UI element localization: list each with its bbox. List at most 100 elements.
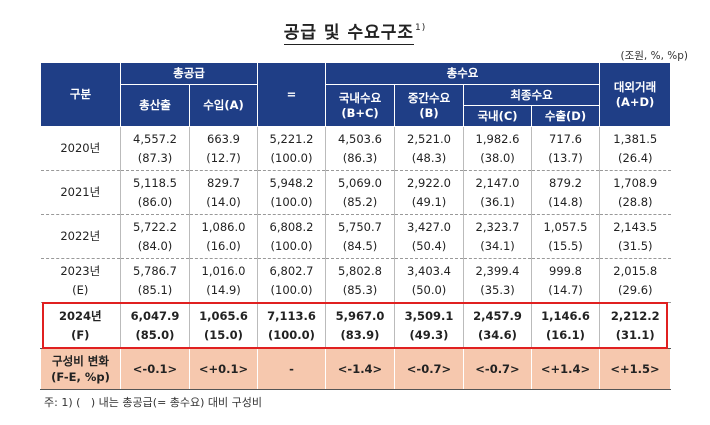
cell-share: (48.3) xyxy=(411,150,447,165)
table-cell: 4,557.2 (87.3) xyxy=(120,126,190,171)
cell-share: (15.0) xyxy=(204,327,243,342)
table-cell: 5,118.5 (86.0) xyxy=(120,170,190,215)
table-row: 2023년 (E) 5,786.7 (85.1) 1,016.0 (14.9) 6,802.… xyxy=(40,258,671,303)
change-cell: <-1.4> xyxy=(325,348,395,390)
title-footnote-mark: 1) xyxy=(415,23,427,33)
domestic-line-2: (B+C) xyxy=(341,105,379,120)
header-category: 구분 xyxy=(40,62,121,127)
cell-value: 6,802.7 xyxy=(269,263,314,278)
cell-share: (31.5) xyxy=(617,238,653,253)
cell-share: (14.7) xyxy=(548,282,583,297)
cell-share: (29.6) xyxy=(617,282,653,297)
cell-value: 2,521.0 xyxy=(407,131,451,146)
cell-share: (84.5) xyxy=(342,238,378,253)
table-cell: 1,146.6 (16.1) xyxy=(531,302,600,349)
row-year: 2021년 xyxy=(60,185,101,199)
cell-value: 1,016.0 xyxy=(201,263,246,278)
cell-value: 5,786.7 xyxy=(133,263,177,278)
table-cell: 5,948.2 (100.0) xyxy=(257,170,326,215)
table-cell: 3,427.0 (50.4) xyxy=(394,214,464,259)
table-cell: 5,802.8 (85.3) xyxy=(325,258,395,303)
cell-share: (86.3) xyxy=(342,150,378,165)
cell-share: (85.1) xyxy=(137,282,173,297)
cell-share: (15.5) xyxy=(548,238,583,253)
table-cell: 6,808.2 (100.0) xyxy=(257,214,326,259)
cell-value: 7,113.6 xyxy=(267,308,316,323)
cell-share: (50.4) xyxy=(411,238,447,253)
change-cell: <-0.1> xyxy=(120,348,190,390)
header-production: 총산출 xyxy=(120,84,190,127)
table-cell: 1,086.0 (16.0) xyxy=(189,214,258,259)
change-row-label: 구성비 변화 (F-E, %p) xyxy=(40,348,121,390)
cell-share: (100.0) xyxy=(268,327,315,342)
table-row: 2021년 5,118.5 (86.0) 829.7 (14.0) 5,948.2 (100… xyxy=(40,170,671,215)
cell-value: 1,381.5 xyxy=(613,131,658,146)
external-line-1: 대외거래 xyxy=(613,79,657,94)
table-cell: 717.6 (13.7) xyxy=(531,126,600,171)
table-cell: 5,069.0 (85.2) xyxy=(325,170,395,215)
cell-value: 2,143.5 xyxy=(613,219,658,234)
cell-value: 4,503.6 xyxy=(338,131,382,146)
cell-value: 2,399.4 xyxy=(475,263,520,278)
table-title: 공급 및 수요구조1) xyxy=(0,18,710,45)
table-cell: 5,722.2 (84.0) xyxy=(120,214,190,259)
cell-share: (14.8) xyxy=(548,194,583,209)
table-cell: 4,503.6 (86.3) xyxy=(325,126,395,171)
change-label-line-2: (F-E, %p) xyxy=(51,370,110,384)
cell-value: 5,069.0 xyxy=(338,175,382,190)
unit-label: (조원, %, %p) xyxy=(620,50,688,62)
table-cell: 7,113.6 (100.0) xyxy=(257,302,326,349)
cell-value: 6,047.9 xyxy=(130,308,180,323)
table-body: 2020년 4,557.2 (87.3) 663.9 (12.7) 5,221.2 (100… xyxy=(40,126,671,390)
title-text: 공급 및 수요구조 xyxy=(283,23,415,45)
row-label: 2022년 xyxy=(40,214,121,259)
cell-value: 2,922.0 xyxy=(407,175,451,190)
table-cell: 3,403.4 (50.0) xyxy=(394,258,464,303)
table-cell: 1,708.9 (28.8) xyxy=(599,170,671,215)
change-row: 구성비 변화 (F-E, %p) <-0.1> <+0.1> - <-1.4> <-0.7>… xyxy=(40,348,671,390)
row-label: 2021년 xyxy=(40,170,121,215)
table-cell: 2,399.4 (35.3) xyxy=(463,258,532,303)
table-row: 2020년 4,557.2 (87.3) 663.9 (12.7) 5,221.2 (100… xyxy=(40,126,671,171)
header-intermediate-demand: 중간수요 (B) xyxy=(394,84,464,127)
row-year-suffix: (E) xyxy=(72,282,89,297)
cell-value: 717.6 xyxy=(549,131,582,146)
footnote: 주: 1) ( ) 내는 총공급(= 총수요) 대비 구성비 xyxy=(44,396,263,409)
table-cell: 6,802.7 (100.0) xyxy=(257,258,326,303)
header-external-trade: 대외거래 (A+D) xyxy=(599,62,671,127)
header-total-supply: 총공급 xyxy=(120,62,258,85)
table-cell: 1,982.6 (38.0) xyxy=(463,126,532,171)
table-cell: 6,047.9 (85.0) xyxy=(120,302,190,349)
cell-value: 2,147.0 xyxy=(475,175,520,190)
cell-value: 1,057.5 xyxy=(543,219,588,234)
header-domestic-demand: 국내수요 (B+C) xyxy=(325,84,395,127)
row-year-suffix: (F) xyxy=(71,327,90,342)
cell-value: 2,212.2 xyxy=(610,308,660,323)
table-cell: 5,750.7 (84.5) xyxy=(325,214,395,259)
header-final-exports: 수출(D) xyxy=(531,105,600,127)
cell-value: 3,403.4 xyxy=(407,263,451,278)
change-cell: <-0.7> xyxy=(394,348,464,390)
cell-share: (85.3) xyxy=(342,282,378,297)
cell-value: 5,802.8 xyxy=(338,263,382,278)
cell-value: 879.2 xyxy=(549,175,582,190)
row-year: 2023년 xyxy=(60,263,101,278)
table-cell: 2,147.0 (36.1) xyxy=(463,170,532,215)
row-year: 2022년 xyxy=(60,229,101,243)
table-cell: 2,457.9 (34.6) xyxy=(463,302,532,349)
cell-share: (49.1) xyxy=(411,194,447,209)
cell-value: 5,750.7 xyxy=(338,219,382,234)
cell-value: 5,948.2 xyxy=(269,175,314,190)
cell-value: 663.9 xyxy=(207,131,240,146)
change-cell: <+1.5> xyxy=(599,348,671,390)
cell-value: 5,722.2 xyxy=(133,219,177,234)
table-cell: 879.2 (14.8) xyxy=(531,170,600,215)
change-label-line-1: 구성비 변화 xyxy=(52,354,109,368)
change-cell: - xyxy=(257,348,326,390)
cell-share: (31.1) xyxy=(615,327,655,342)
header-equals: = xyxy=(257,62,326,127)
cell-share: (14.9) xyxy=(206,282,241,297)
change-cell: <+1.4> xyxy=(531,348,600,390)
cell-value: 3,427.0 xyxy=(407,219,451,234)
table-cell: 5,221.2 (100.0) xyxy=(257,126,326,171)
